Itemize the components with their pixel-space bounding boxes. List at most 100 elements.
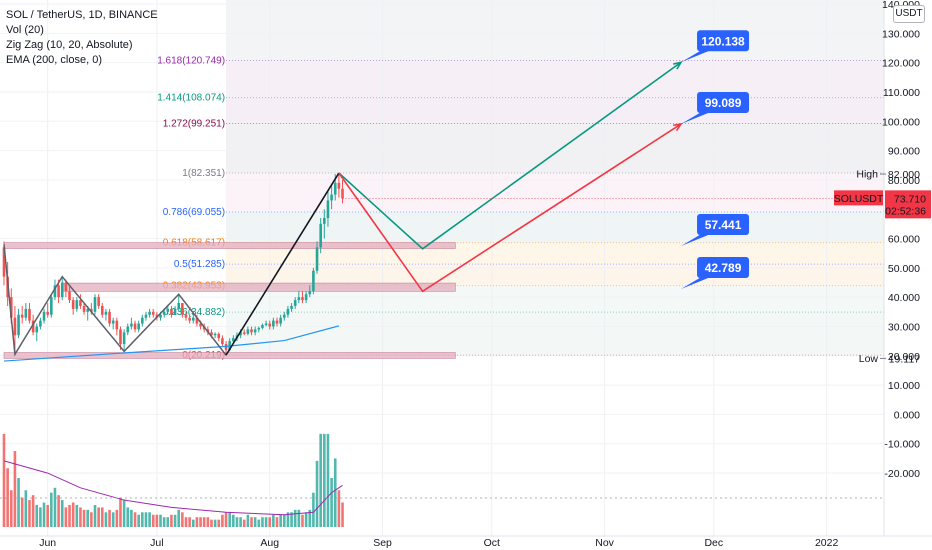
volume-bar (257, 519, 261, 527)
volume-bar (341, 502, 344, 527)
volume-bar (326, 433, 330, 527)
candle-body (184, 314, 188, 318)
candle-body (31, 320, 35, 333)
volume-bar (315, 460, 319, 527)
candle-body (282, 314, 286, 318)
candle-body (79, 300, 82, 306)
volume-bar (323, 433, 326, 527)
volume-bar (308, 509, 312, 527)
candle-body (341, 188, 344, 199)
volume-bar (217, 519, 221, 527)
volume-bar (20, 497, 24, 527)
candle-body (337, 182, 341, 189)
volume-bar (202, 517, 206, 527)
legend-ema[interactable]: EMA (200, close, 0) (6, 54, 102, 66)
volume-pane (0, 433, 884, 527)
candle-body (90, 308, 93, 312)
volume-bar (184, 517, 188, 527)
time-axis: Jun Jul Aug Sep Oct Nov Dec 2022 (0, 535, 932, 549)
legend-zigzag[interactable]: Zig Zag (10, 20, Absolute) (6, 39, 133, 51)
chart-legend: SOL / TetherUS, 1D, BINANCE Vol (20) Zig… (6, 8, 158, 68)
volume-bar (93, 504, 97, 527)
price-axis-tick: 20.000 (888, 351, 920, 363)
candle-body (17, 314, 20, 336)
volume-bar (162, 517, 166, 527)
time-axis-tick: 2022 (815, 537, 839, 549)
volume-bar (290, 512, 293, 527)
candle-body (312, 270, 315, 292)
low-marker-label: Low (859, 353, 879, 365)
legend-volume[interactable]: Vol (20) (6, 24, 44, 36)
candle-body (9, 297, 13, 318)
volume-bar (108, 509, 111, 527)
volume-bar (64, 507, 68, 527)
candle-body (130, 323, 133, 327)
time-axis-tick: Oct (484, 537, 500, 549)
candle-body (20, 314, 24, 318)
currency-badge[interactable]: USDT (893, 5, 925, 23)
volume-bar (191, 519, 195, 527)
volume-bar (90, 512, 93, 527)
volume-bar (100, 507, 104, 527)
candle-body (268, 323, 272, 327)
volume-bar (261, 517, 264, 527)
candle-body (148, 311, 151, 315)
volume-bar (97, 507, 100, 527)
fib-level-label: 0.786(69.055) (163, 207, 225, 218)
volume-bar (60, 500, 64, 527)
candle-body (308, 291, 312, 295)
price-axis-tick: 120.000 (882, 58, 920, 70)
volume-bar (141, 512, 144, 527)
candle-body (272, 320, 275, 327)
candle-body (257, 327, 261, 330)
candle-body (111, 320, 115, 324)
volume-bar (2, 433, 6, 527)
volume-bar (173, 514, 177, 527)
volume-bar (166, 517, 170, 527)
price-axis-tick: 40.000 (888, 292, 920, 304)
candle-body (97, 297, 100, 306)
candle-body (24, 308, 28, 318)
fib-band (226, 60, 885, 98)
candle-body (75, 300, 79, 309)
impulse-line (225, 172, 340, 356)
candle-body (264, 323, 268, 326)
candle-body (323, 218, 326, 224)
fib-level-label: 1.618(120.749) (157, 55, 225, 66)
volume-bar (35, 504, 39, 527)
volume-bar (333, 458, 337, 527)
price-axis-tick: 110.000 (883, 87, 920, 99)
volume-bar (250, 517, 253, 527)
volume-bar (57, 495, 60, 527)
time-axis-tick: Aug (260, 537, 279, 549)
candle-body (239, 332, 242, 336)
candle-body (177, 303, 181, 309)
volume-bar (253, 517, 257, 527)
volume-bar (293, 509, 297, 527)
volume-bar (330, 478, 333, 527)
candle-body (126, 326, 130, 333)
volume-bar (82, 509, 86, 527)
price-axis-tick: 10.000 (888, 380, 920, 392)
candle-body (71, 300, 75, 309)
volume-bar (239, 517, 242, 527)
candle-body (188, 317, 191, 321)
high-marker-label: High (856, 169, 878, 181)
legend-symbol[interactable]: SOL / TetherUS, 1D, BINANCE (6, 9, 158, 21)
time-axis-tick: Sep (373, 537, 392, 549)
candle-body (217, 333, 221, 339)
fib-level-label: 0.5(51.285) (174, 259, 225, 270)
volume-bar (206, 517, 210, 527)
fib-band (226, 97, 885, 124)
price-axis-tick: 50.000 (888, 263, 920, 275)
candle-body (199, 323, 202, 327)
candle-body (195, 317, 199, 324)
volume-bar (228, 512, 231, 527)
volume-bar (242, 519, 246, 527)
candle-body (68, 291, 71, 301)
candle-body (82, 305, 86, 312)
fib-band (226, 312, 885, 356)
volume-bar (235, 517, 239, 527)
volume-bar (68, 504, 71, 527)
